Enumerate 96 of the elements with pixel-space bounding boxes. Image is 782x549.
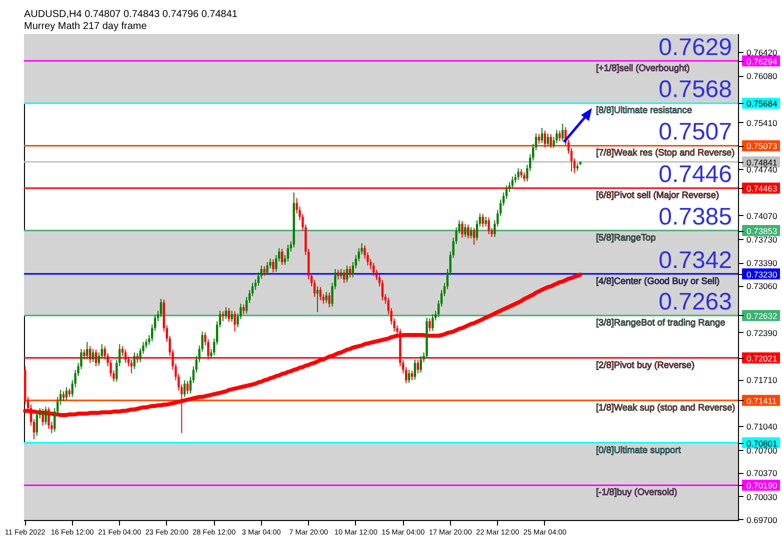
- candlestick: [517, 168, 520, 181]
- y-tick-label: 0.73060: [746, 281, 778, 292]
- candlestick: [420, 355, 422, 374]
- y-tick-label: 0.72390: [746, 328, 778, 338]
- y-tick-label: 0.72021: [746, 353, 778, 364]
- annotation: 0.7263: [658, 288, 732, 316]
- candlestick: [328, 292, 330, 308]
- y-tick-label: 0.70030: [746, 492, 778, 502]
- candlestick: [558, 130, 561, 142]
- candlestick: [464, 223, 466, 238]
- y-tick-label: 0.76420: [746, 48, 778, 58]
- y-tick-label: 0.71040: [746, 422, 778, 432]
- y-tick-label: 0.73853: [746, 226, 778, 236]
- candlestick: [263, 266, 266, 276]
- candlestick: [348, 266, 352, 278]
- ref-line-label: [3/8]RangeBot of trading Range: [596, 317, 726, 328]
- y-tick-label: 0.69700: [746, 514, 778, 525]
- candlestick: [340, 268, 342, 280]
- candlestick: [133, 352, 136, 370]
- candlestick: [414, 358, 416, 380]
- candlestick: [428, 318, 431, 332]
- y-tick-label: 0.70370: [746, 468, 778, 478]
- candlestick: [316, 286, 319, 313]
- annotation: 0.7385: [658, 204, 732, 231]
- candlestick: [222, 310, 224, 322]
- ref-line-label: [0/8]Ultimate support: [596, 444, 682, 455]
- candlestick: [523, 172, 526, 182]
- candlestick: [461, 220, 464, 238]
- candlestick: [484, 216, 487, 228]
- y-tick-label: 0.73730: [746, 234, 778, 245]
- candlestick: [183, 380, 186, 398]
- candlestick: [511, 176, 514, 189]
- y-tick-label: 0.73390: [746, 258, 778, 268]
- ref-line-label: [1/8]Weak sup (stop and Reverse): [596, 402, 736, 412]
- y-tick-label: 0.76294: [746, 56, 778, 66]
- y-tick-label: 0.73230: [746, 269, 778, 280]
- annotation: 0.7446: [658, 161, 732, 188]
- candlestick: [242, 304, 245, 315]
- y-tick-label: 0.75684: [746, 98, 778, 109]
- ref-line-label: [-1/8]buy (Oversold): [596, 487, 678, 498]
- candlestick: [544, 130, 546, 148]
- y-tick-label: 0.76080: [746, 71, 778, 82]
- ref-line-label: [+1/8]sell (Overbought): [596, 62, 690, 73]
- candlestick: [266, 262, 268, 276]
- candlestick: [280, 248, 284, 266]
- candlestick: [44, 406, 47, 426]
- ref-line-label: [4/8]Center (Good Buy or Sell): [596, 276, 720, 286]
- candlestick: [286, 244, 290, 262]
- candlestick: [482, 214, 484, 228]
- y-tick-label: 0.74070: [746, 210, 778, 221]
- y-tick-label: 0.70801: [746, 438, 778, 448]
- candlestick: [337, 269, 340, 280]
- candlestick: [562, 123, 564, 142]
- candlestick: [65, 386, 68, 401]
- candlestick: [342, 269, 346, 284]
- candlestick: [550, 134, 552, 149]
- annotation: 0.7568: [658, 76, 732, 104]
- chart-title: AUDUSD,H4 0.74807 0.74843 0.74796 0.74841: [24, 9, 238, 20]
- candlestick: [228, 307, 230, 322]
- candlestick: [36, 412, 38, 436]
- candlestick: [92, 348, 94, 363]
- candlestick: [346, 265, 348, 283]
- annotation: 0.7629: [658, 34, 732, 61]
- candlestick: [272, 258, 274, 273]
- candlestick: [234, 310, 236, 332]
- annotation: 0.7507: [658, 118, 732, 146]
- y-tick-label: 0.75410: [746, 118, 778, 128]
- candlestick: [186, 380, 189, 395]
- candlestick: [325, 291, 328, 304]
- candlestick: [372, 262, 375, 276]
- ref-line-label: [6/8]Pivot sell (Major Reverse): [596, 190, 720, 200]
- candlestick: [520, 168, 522, 178]
- candlestick: [86, 342, 88, 360]
- candlestick: [538, 134, 540, 144]
- y-tick-label: 0.71710: [746, 375, 778, 386]
- ref-line-label: [7/8]Weak res (Stop and Reverse): [596, 148, 735, 158]
- y-tick-label: 0.72632: [746, 310, 778, 321]
- ref-line-label: [8/8]Ultimate resistance: [596, 105, 692, 116]
- candlestick: [319, 286, 322, 301]
- candlestick: [410, 370, 414, 381]
- y-tick-label: 0.70190: [746, 480, 778, 491]
- ref-line-label: [5/8]RangeTop: [596, 232, 656, 243]
- candlestick: [546, 132, 549, 148]
- candlestick: [230, 310, 233, 322]
- candlestick: [224, 306, 228, 320]
- y-tick-label: 0.71411: [746, 396, 777, 406]
- candlestick: [556, 129, 558, 144]
- chart-subtitle: Murrey Math 217 day frame: [24, 21, 148, 32]
- candlestick: [62, 390, 65, 402]
- ref-line-label: [2/8]Pivot buy (Reverse): [596, 360, 695, 370]
- candlestick: [432, 314, 434, 332]
- annotation: 0.7342: [658, 246, 732, 274]
- candlestick: [540, 127, 544, 144]
- y-tick-label: 0.74463: [746, 184, 778, 194]
- candlestick: [488, 217, 490, 235]
- y-tick-label: 0.75073: [746, 141, 778, 152]
